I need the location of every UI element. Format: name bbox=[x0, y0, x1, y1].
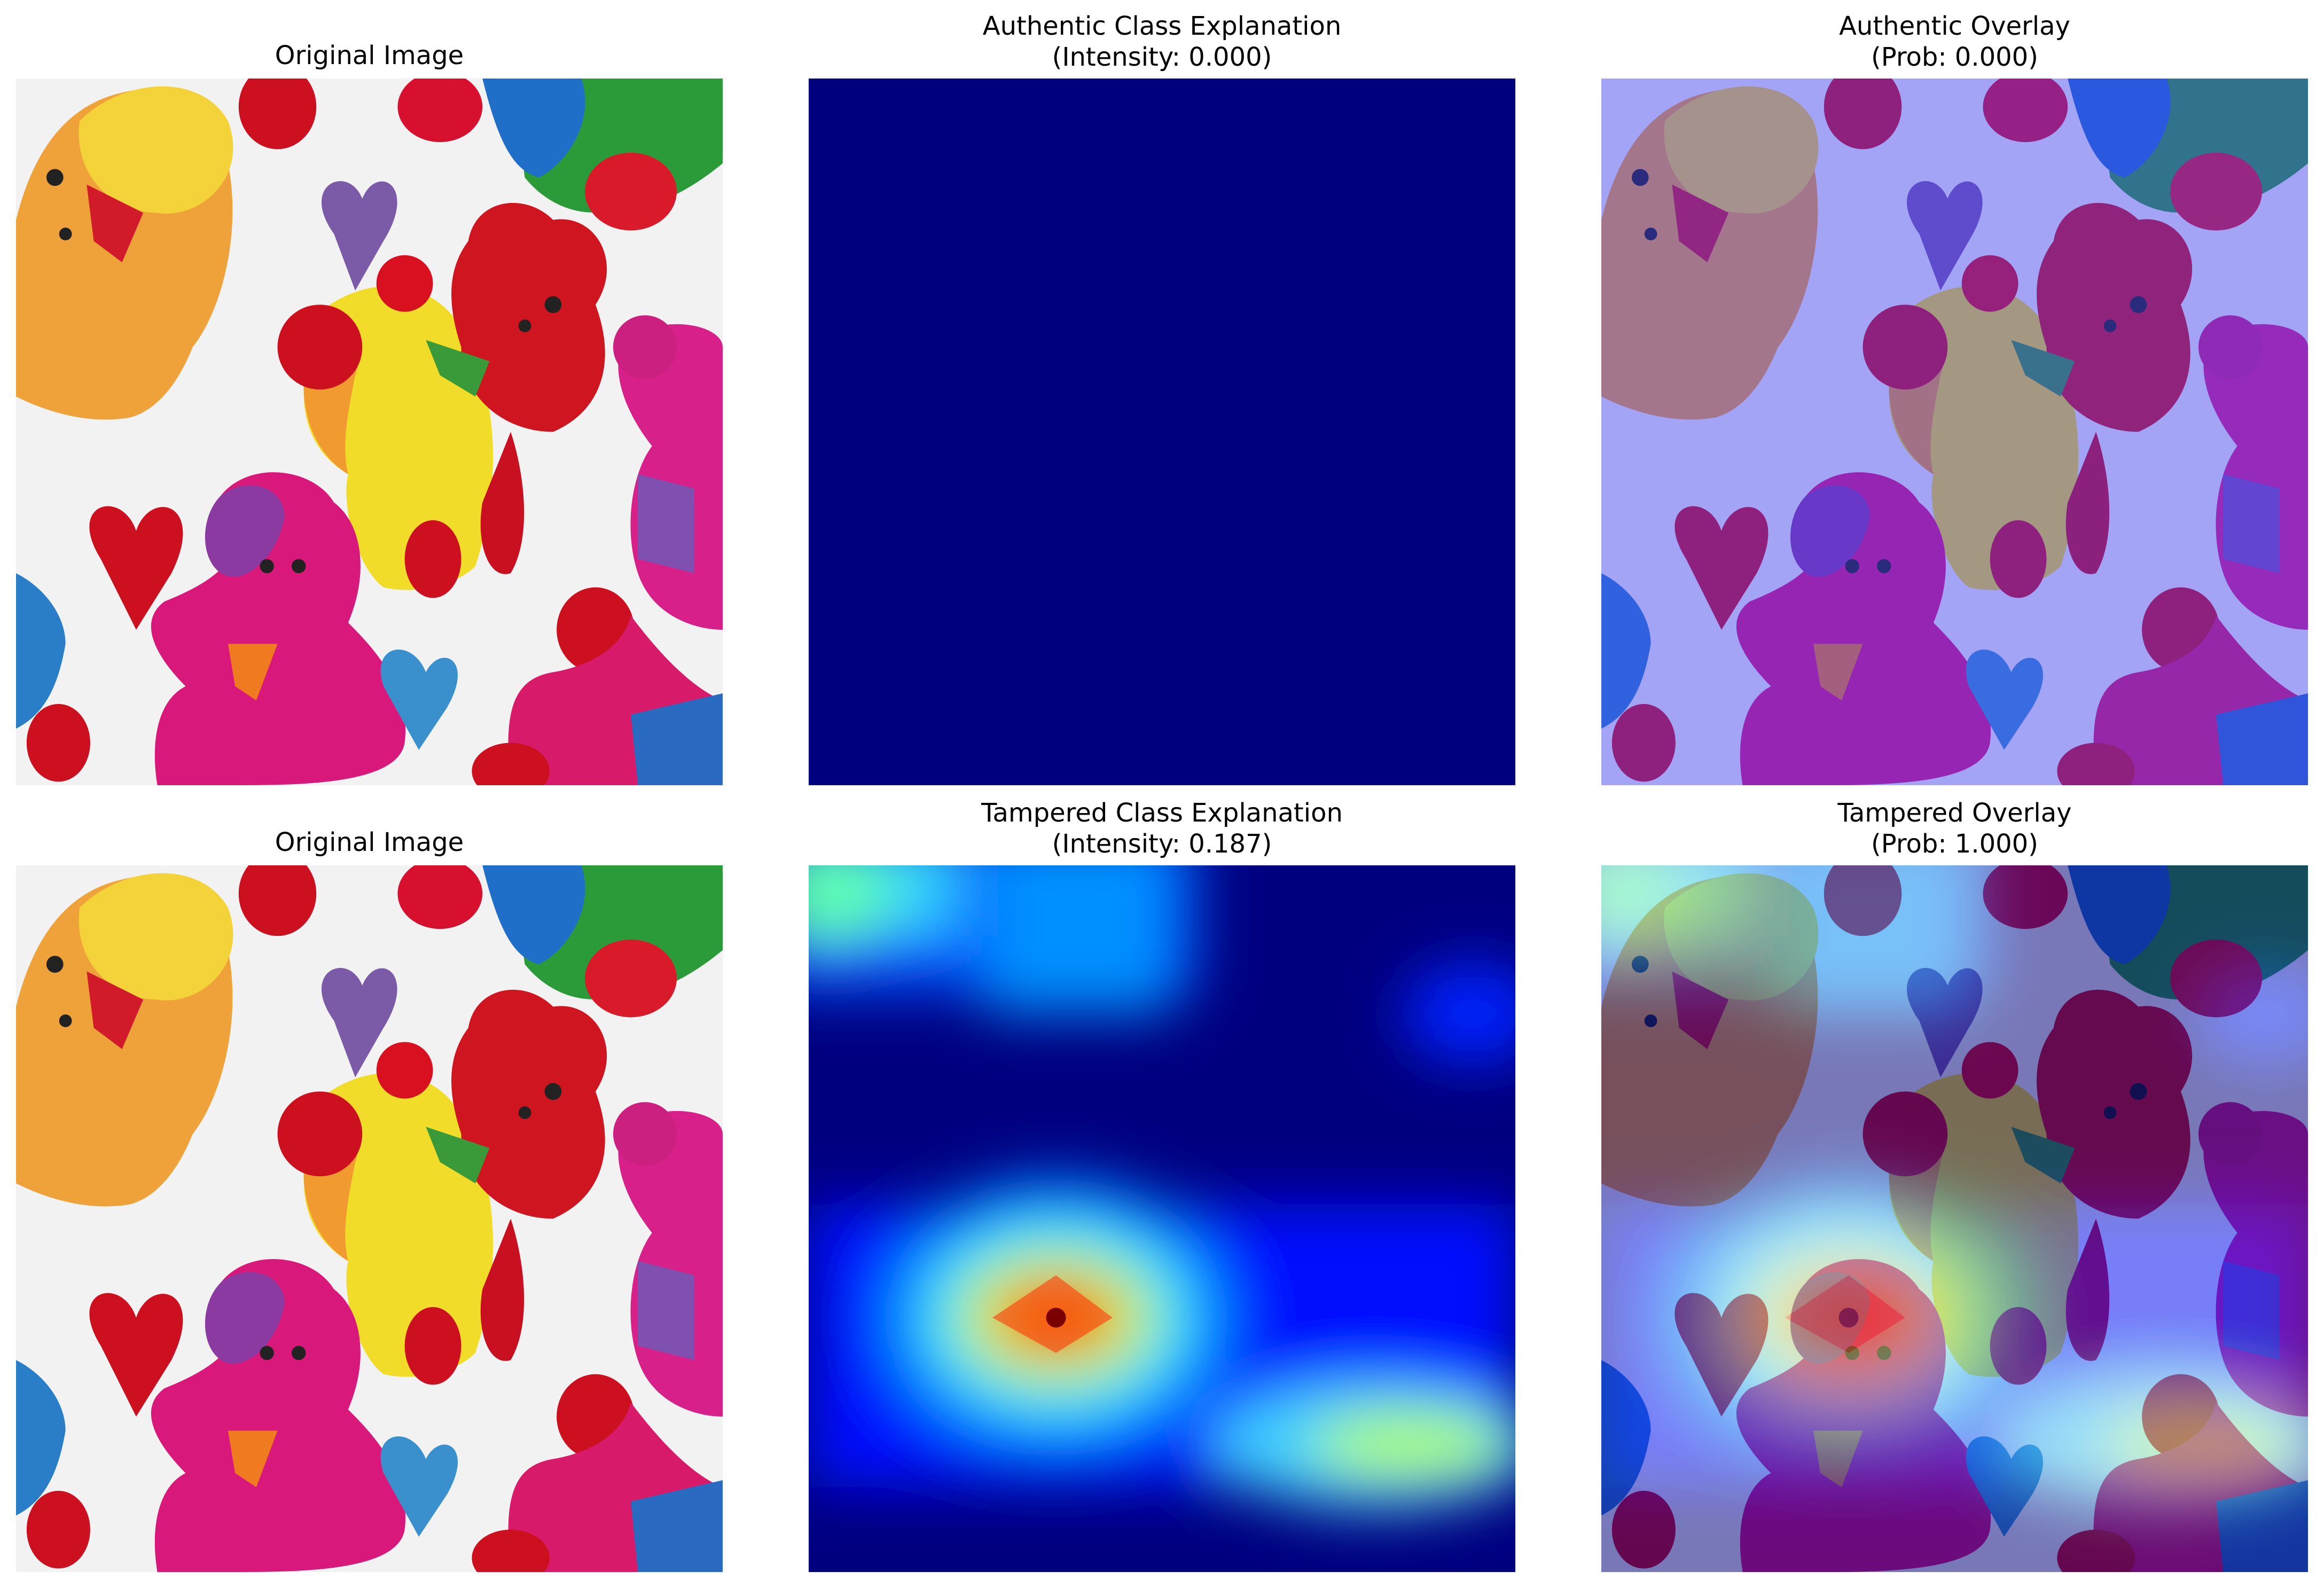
tampered-explanation-intensity: (Intensity: 0.187) bbox=[1052, 829, 1272, 859]
authentic-overlay-title-line1: Authentic Overlay bbox=[1839, 11, 2070, 41]
authentic-explanation-title: Authentic Class Explanation (Intensity: … bbox=[809, 11, 1515, 73]
original-image-title: Original Image bbox=[275, 41, 464, 71]
original-image bbox=[16, 865, 723, 1572]
tampered-overlay-title: Tampered Overlay (Prob: 1.000) bbox=[1601, 798, 2308, 859]
authentic-heatmap bbox=[809, 79, 1515, 785]
tampered-overlay-prob: (Prob: 1.000) bbox=[1871, 829, 2038, 859]
tampered-overlay-image bbox=[1601, 865, 2308, 1572]
authentic-overlay-prob: (Prob: 0.000) bbox=[1871, 42, 2038, 72]
original-image-title: Original Image bbox=[275, 827, 464, 857]
tampered-heatmap bbox=[809, 865, 1515, 1572]
tampered-overlay-title-line1: Tampered Overlay bbox=[1837, 798, 2072, 828]
tampered-explanation-title: Tampered Class Explanation (Intensity: 0… bbox=[809, 798, 1515, 859]
authentic-explanation-intensity: (Intensity: 0.000) bbox=[1052, 42, 1272, 72]
authentic-overlay-title: Authentic Overlay (Prob: 0.000) bbox=[1601, 11, 2308, 73]
authentic-overlay-image bbox=[1601, 79, 2308, 785]
authentic-explanation-title-line1: Authentic Class Explanation bbox=[982, 11, 1342, 41]
tampered-explanation-title-line1: Tampered Class Explanation bbox=[981, 798, 1343, 828]
original-image bbox=[16, 79, 723, 785]
